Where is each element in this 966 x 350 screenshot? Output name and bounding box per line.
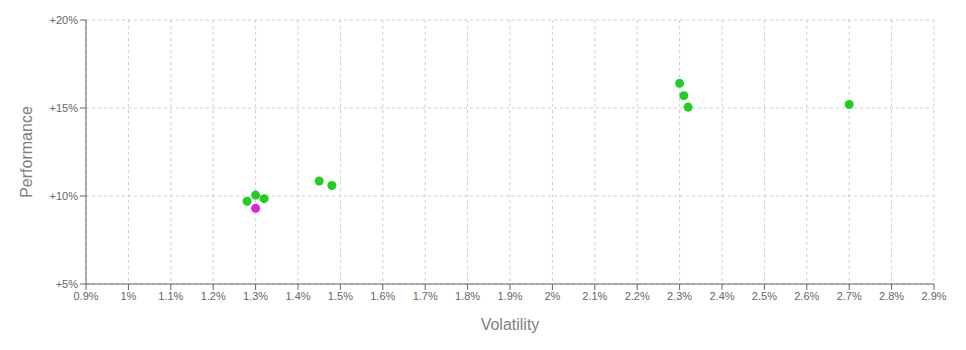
svg-text:1.4%: 1.4% bbox=[285, 290, 310, 302]
svg-text:+10%: +10% bbox=[50, 190, 79, 202]
svg-text:2%: 2% bbox=[544, 290, 560, 302]
svg-text:1.3%: 1.3% bbox=[243, 290, 268, 302]
svg-text:+5%: +5% bbox=[56, 278, 79, 290]
svg-text:+20%: +20% bbox=[50, 14, 79, 26]
svg-text:1%: 1% bbox=[120, 290, 136, 302]
svg-text:2.3%: 2.3% bbox=[667, 290, 692, 302]
svg-text:2.4%: 2.4% bbox=[709, 290, 734, 302]
svg-text:1.2%: 1.2% bbox=[201, 290, 226, 302]
svg-text:1.1%: 1.1% bbox=[158, 290, 183, 302]
svg-text:1.6%: 1.6% bbox=[370, 290, 395, 302]
svg-text:1.9%: 1.9% bbox=[497, 290, 522, 302]
svg-text:2.1%: 2.1% bbox=[582, 290, 607, 302]
svg-text:2.6%: 2.6% bbox=[794, 290, 819, 302]
svg-text:2.7%: 2.7% bbox=[837, 290, 862, 302]
svg-text:2.9%: 2.9% bbox=[921, 290, 946, 302]
svg-text:1.5%: 1.5% bbox=[328, 290, 353, 302]
svg-text:1.8%: 1.8% bbox=[455, 290, 480, 302]
svg-text:+15%: +15% bbox=[50, 102, 79, 114]
svg-text:2.2%: 2.2% bbox=[625, 290, 650, 302]
svg-text:2.8%: 2.8% bbox=[879, 290, 904, 302]
svg-text:Performance: Performance bbox=[18, 106, 35, 198]
svg-text:0.9%: 0.9% bbox=[73, 290, 98, 302]
svg-text:1.7%: 1.7% bbox=[413, 290, 438, 302]
svg-text:Volatility: Volatility bbox=[481, 316, 540, 333]
svg-text:2.5%: 2.5% bbox=[752, 290, 777, 302]
